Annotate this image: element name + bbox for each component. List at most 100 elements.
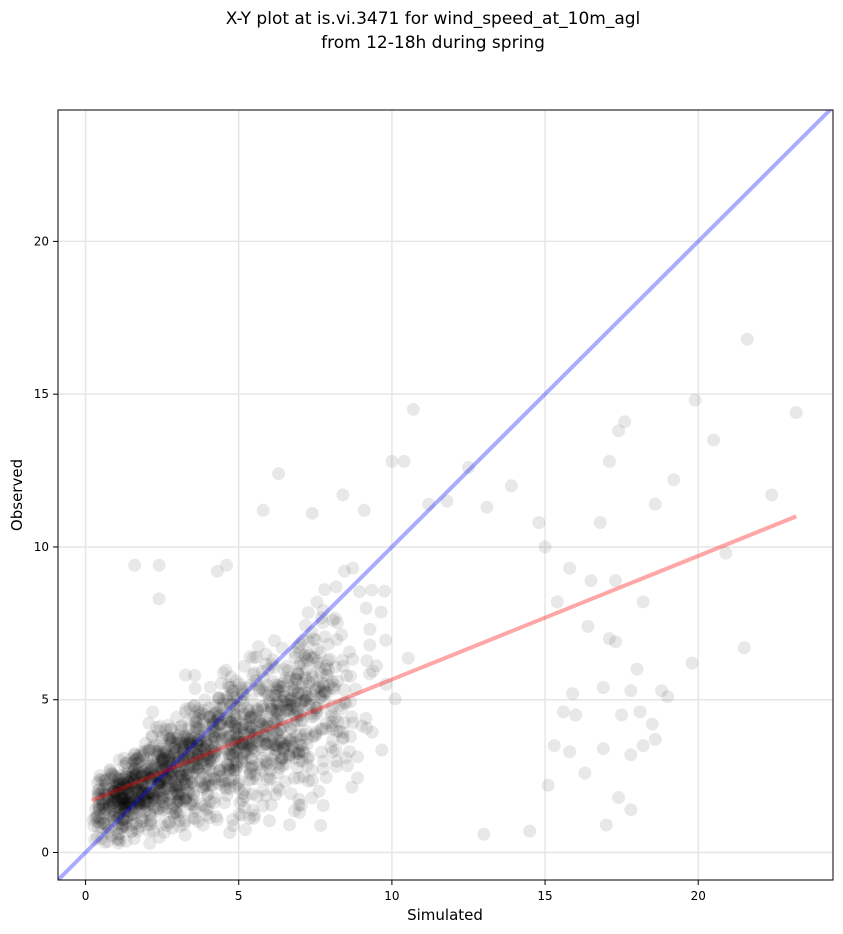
data-point bbox=[174, 805, 188, 819]
data-point bbox=[219, 782, 233, 796]
data-point bbox=[229, 707, 243, 721]
data-point bbox=[174, 720, 188, 734]
data-point bbox=[139, 803, 153, 817]
data-point bbox=[128, 753, 142, 767]
data-point bbox=[144, 763, 158, 777]
data-point bbox=[299, 693, 313, 707]
data-point bbox=[196, 818, 210, 832]
data-point bbox=[191, 815, 205, 828]
data-point bbox=[151, 802, 165, 815]
data-point bbox=[297, 694, 311, 708]
data-point bbox=[140, 795, 154, 809]
data-point bbox=[177, 755, 191, 769]
data-point bbox=[185, 739, 199, 753]
data-point bbox=[179, 753, 193, 766]
data-point bbox=[122, 791, 135, 804]
data-point bbox=[213, 763, 227, 777]
data-point bbox=[225, 688, 239, 702]
data-point bbox=[257, 684, 271, 698]
data-point bbox=[213, 728, 227, 741]
data-point bbox=[333, 725, 347, 738]
data-point bbox=[255, 743, 269, 757]
data-point bbox=[277, 742, 291, 756]
data-point bbox=[151, 779, 165, 793]
data-point bbox=[162, 797, 176, 810]
data-point bbox=[116, 798, 130, 812]
data-point bbox=[130, 786, 144, 800]
data-point bbox=[166, 754, 180, 768]
data-point bbox=[149, 744, 163, 758]
data-point bbox=[260, 678, 274, 692]
data-point bbox=[233, 774, 246, 788]
data-point bbox=[228, 719, 242, 733]
data-point bbox=[266, 675, 280, 689]
data-point bbox=[157, 764, 171, 778]
data-point bbox=[147, 752, 161, 766]
data-point bbox=[180, 778, 194, 792]
data-point bbox=[142, 766, 156, 780]
data-point bbox=[277, 663, 291, 677]
data-point bbox=[111, 827, 125, 841]
data-point bbox=[765, 488, 779, 502]
data-point bbox=[224, 680, 238, 694]
data-point bbox=[109, 785, 123, 799]
data-point bbox=[245, 741, 259, 755]
data-point bbox=[176, 764, 190, 778]
data-point bbox=[165, 779, 179, 793]
data-point bbox=[185, 774, 199, 788]
data-point bbox=[283, 671, 297, 685]
data-point bbox=[338, 564, 351, 578]
data-point bbox=[232, 735, 246, 749]
data-point bbox=[286, 684, 300, 698]
data-point bbox=[257, 712, 271, 726]
data-point bbox=[190, 711, 204, 725]
data-point bbox=[301, 774, 315, 788]
data-point bbox=[209, 810, 223, 824]
data-point bbox=[93, 816, 107, 830]
data-point bbox=[210, 564, 224, 578]
data-point bbox=[291, 640, 305, 654]
data-point bbox=[172, 750, 186, 764]
data-point bbox=[251, 640, 265, 654]
data-point bbox=[317, 754, 331, 768]
data-point bbox=[256, 734, 270, 748]
data-point bbox=[143, 785, 156, 799]
data-point bbox=[168, 759, 182, 773]
data-point bbox=[148, 801, 162, 815]
data-point bbox=[581, 619, 595, 633]
data-point bbox=[147, 767, 161, 781]
data-point bbox=[266, 729, 280, 743]
data-point bbox=[325, 719, 339, 733]
data-point bbox=[165, 764, 179, 778]
data-point bbox=[143, 805, 157, 819]
data-point bbox=[185, 776, 199, 790]
data-point bbox=[238, 823, 252, 837]
data-point bbox=[314, 818, 328, 832]
data-point bbox=[157, 771, 171, 785]
data-point bbox=[191, 748, 205, 761]
data-point bbox=[321, 669, 335, 683]
data-point bbox=[215, 734, 228, 748]
data-point bbox=[222, 680, 236, 694]
data-point bbox=[252, 757, 266, 771]
data-point bbox=[136, 776, 150, 790]
data-point bbox=[128, 748, 142, 762]
data-point bbox=[110, 832, 124, 846]
data-point bbox=[260, 756, 274, 770]
data-point bbox=[106, 768, 120, 782]
data-point bbox=[230, 727, 243, 741]
data-point bbox=[216, 739, 229, 753]
data-point bbox=[115, 787, 129, 801]
data-point bbox=[322, 678, 336, 692]
data-point bbox=[213, 709, 227, 722]
data-point bbox=[278, 739, 292, 753]
data-point bbox=[355, 719, 369, 733]
data-point bbox=[142, 786, 156, 800]
data-point bbox=[132, 755, 146, 769]
data-point bbox=[270, 739, 284, 753]
data-point bbox=[98, 787, 112, 801]
data-point bbox=[226, 760, 240, 774]
data-point bbox=[153, 773, 167, 787]
data-point bbox=[294, 732, 308, 746]
data-point bbox=[314, 685, 328, 699]
